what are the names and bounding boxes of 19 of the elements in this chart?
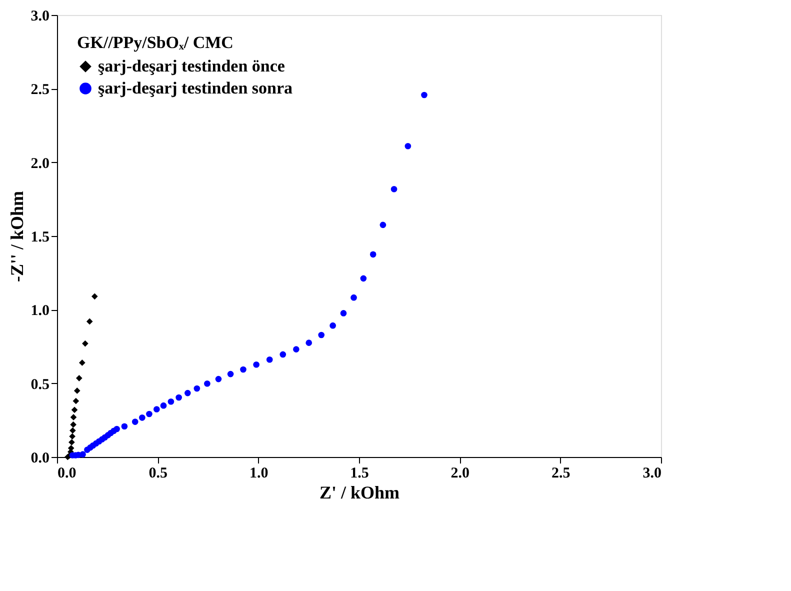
- x-tick-label: 1.0: [249, 466, 268, 482]
- y-tick-label: 2.0: [30, 156, 50, 172]
- x-tick-label: 2.0: [450, 466, 470, 482]
- legend-title: GK//PPy/SbOₓ/ CMC: [77, 33, 234, 52]
- x-tick-label: 0.0: [58, 466, 76, 482]
- y-tick-label: 2.5: [30, 82, 50, 98]
- legend-label: şarj-deşarj testinden önce: [98, 56, 286, 76]
- x-tick-label: 0.5: [148, 466, 168, 482]
- y-tick-label: 1.5: [30, 230, 50, 246]
- y-tick-label: 3.0: [30, 8, 50, 24]
- x-tick-label: 3.0: [642, 466, 662, 482]
- y-tick-label: 0.0: [30, 450, 50, 466]
- x-tick-label: 1.5: [350, 466, 369, 482]
- x-tick-label: 2.5: [551, 466, 570, 482]
- y-tick-label: 0.5: [30, 376, 50, 393]
- y-axis-title: -Z'' / kOhm: [6, 190, 27, 282]
- y-tick-label: 1.0: [30, 303, 50, 320]
- x-axis-title: Z' / kOhm: [319, 482, 400, 502]
- legend-label: şarj-deşarj testinden sonra: [98, 78, 294, 98]
